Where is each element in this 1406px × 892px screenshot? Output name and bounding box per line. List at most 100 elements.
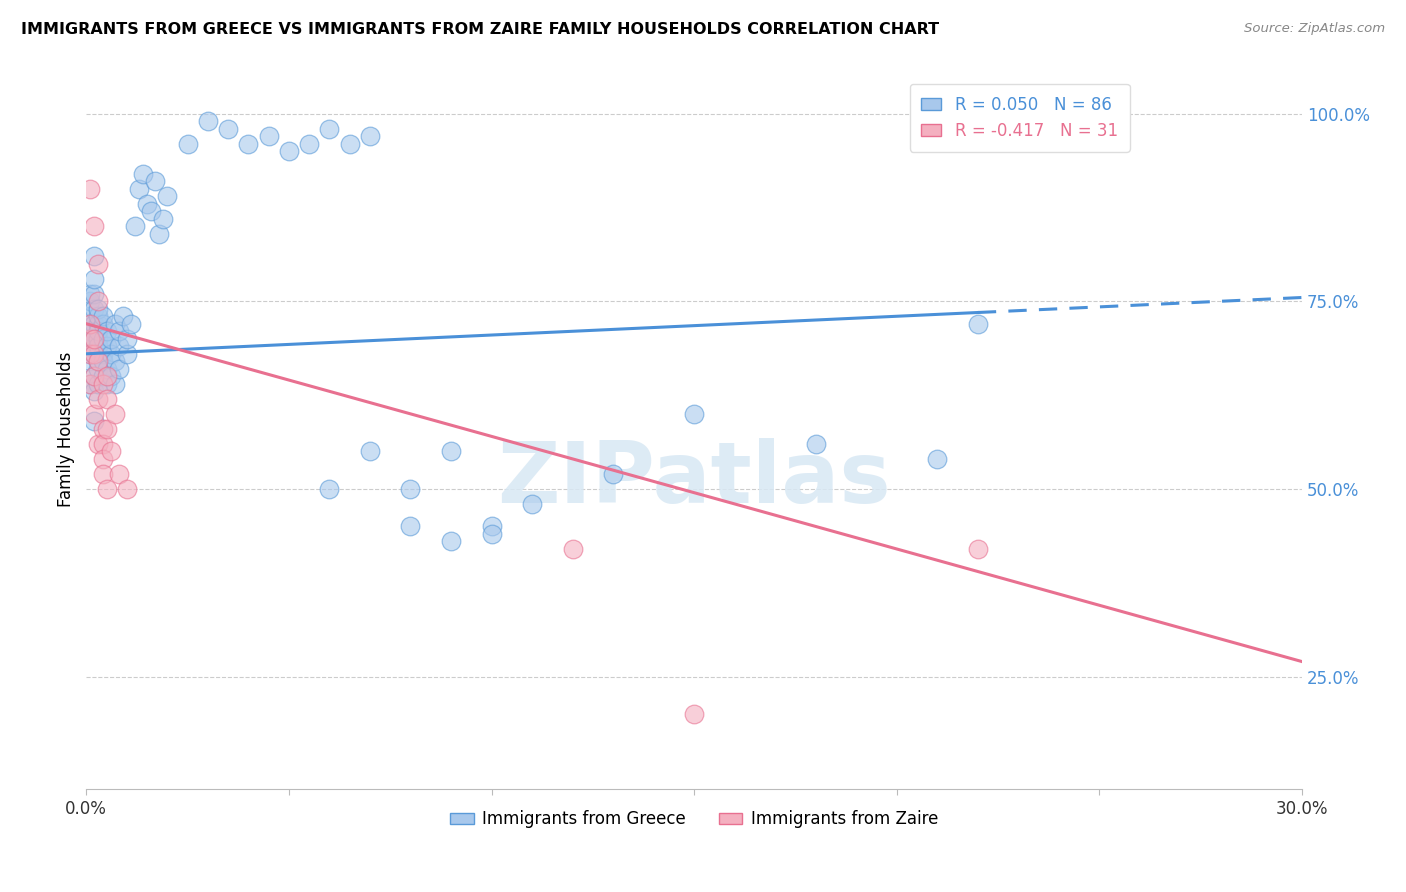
Point (440, 444, 463, 458)
Point (87, 310, 110, 324)
Point (176, 136, 198, 151)
Point (87, 354, 110, 368)
Point (83, 317, 105, 331)
Point (87, 301, 110, 316)
Point (91, 347, 114, 361)
Point (359, 444, 381, 458)
Point (359, 129, 381, 144)
Point (107, 361, 129, 376)
Point (79, 286, 101, 301)
Point (91, 317, 114, 331)
Point (318, 121, 340, 136)
Point (83, 286, 105, 301)
Point (79, 332, 101, 346)
Point (481, 519, 503, 533)
Point (87, 437, 110, 451)
Point (520, 497, 543, 511)
Point (100, 332, 122, 346)
Point (683, 707, 706, 722)
Point (79, 310, 101, 324)
Point (83, 219, 105, 234)
Point (124, 219, 146, 234)
Point (79, 324, 101, 338)
Point (87, 317, 110, 331)
Point (96, 482, 118, 496)
Point (148, 227, 170, 241)
Point (96, 339, 118, 353)
Point (111, 310, 134, 324)
Point (83, 384, 105, 399)
Point (107, 339, 129, 353)
Point (298, 136, 321, 151)
Point (399, 519, 422, 533)
Point (83, 369, 105, 384)
Point (107, 467, 129, 481)
Point (87, 361, 110, 376)
Point (83, 369, 105, 384)
Point (966, 317, 988, 331)
Point (927, 451, 949, 466)
Point (79, 376, 101, 391)
Point (602, 467, 624, 481)
Point (132, 167, 155, 181)
Point (100, 347, 122, 361)
Point (238, 136, 260, 151)
Point (79, 339, 101, 353)
Point (104, 407, 127, 421)
Point (440, 534, 463, 549)
Point (87, 376, 110, 391)
Point (100, 369, 122, 384)
Point (143, 174, 166, 188)
Point (91, 451, 114, 466)
Point (87, 324, 110, 338)
Point (83, 347, 105, 361)
Point (152, 211, 174, 226)
Legend: Immigrants from Greece, Immigrants from Zaire: Immigrants from Greece, Immigrants from … (444, 804, 945, 835)
Point (79, 347, 101, 361)
Point (561, 541, 583, 556)
Point (87, 354, 110, 368)
Text: Source: ZipAtlas.com: Source: ZipAtlas.com (1244, 22, 1385, 36)
Point (139, 204, 162, 219)
Text: IMMIGRANTS FROM GREECE VS IMMIGRANTS FROM ZAIRE FAMILY HOUSEHOLDS CORRELATION CH: IMMIGRANTS FROM GREECE VS IMMIGRANTS FRO… (21, 22, 939, 37)
Text: ZIPatlas: ZIPatlas (498, 438, 891, 521)
Point (83, 271, 105, 285)
Point (79, 347, 101, 361)
Point (83, 332, 105, 346)
Point (96, 392, 118, 406)
Point (120, 317, 142, 331)
Point (277, 144, 299, 158)
Point (91, 369, 114, 384)
Point (115, 332, 138, 346)
Point (83, 249, 105, 263)
Point (257, 129, 280, 144)
Point (91, 310, 114, 324)
Point (83, 332, 105, 346)
Point (96, 324, 118, 338)
Point (79, 317, 101, 331)
Point (100, 444, 122, 458)
Point (96, 376, 118, 391)
Y-axis label: Family Households: Family Households (58, 351, 75, 507)
Point (91, 467, 114, 481)
Point (197, 114, 219, 128)
Point (96, 422, 118, 436)
Point (79, 181, 101, 195)
Point (87, 294, 110, 309)
Point (399, 482, 422, 496)
Point (87, 257, 110, 271)
Point (339, 136, 361, 151)
Point (318, 482, 340, 496)
Point (91, 332, 114, 346)
Point (87, 347, 110, 361)
Point (79, 317, 101, 331)
Point (87, 392, 110, 406)
Point (217, 121, 239, 136)
Point (91, 437, 114, 451)
Point (104, 376, 127, 391)
Point (107, 324, 129, 338)
Point (156, 189, 179, 203)
Point (128, 181, 150, 195)
Point (96, 361, 118, 376)
Point (79, 294, 101, 309)
